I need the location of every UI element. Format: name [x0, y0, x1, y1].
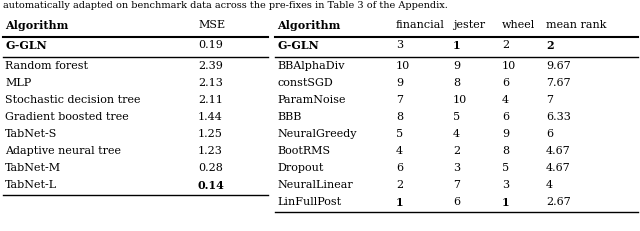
Text: MLP: MLP: [5, 78, 31, 88]
Text: Algorithm: Algorithm: [277, 20, 340, 31]
Text: 0.28: 0.28: [198, 163, 223, 173]
Text: Random forest: Random forest: [5, 61, 88, 71]
Text: 8: 8: [396, 112, 403, 122]
Text: 2: 2: [546, 40, 554, 51]
Text: Adaptive neural tree: Adaptive neural tree: [5, 146, 121, 156]
Text: automatically adapted on benchmark data across the pre-fixes in Table 3 of the A: automatically adapted on benchmark data …: [3, 1, 448, 10]
Text: Gradient boosted tree: Gradient boosted tree: [5, 112, 129, 122]
Text: NeuralGreedy: NeuralGreedy: [277, 129, 356, 139]
Text: 1: 1: [453, 40, 461, 51]
Text: 1.44: 1.44: [198, 112, 223, 122]
Text: 7.67: 7.67: [546, 78, 571, 88]
Text: 2: 2: [453, 146, 460, 156]
Text: 2.13: 2.13: [198, 78, 223, 88]
Text: 3: 3: [453, 163, 460, 173]
Text: 7: 7: [546, 95, 553, 105]
Text: LinFullPost: LinFullPost: [277, 197, 341, 207]
Text: jester: jester: [453, 20, 485, 30]
Text: 4: 4: [546, 180, 553, 190]
Text: 6: 6: [502, 78, 509, 88]
Text: BootRMS: BootRMS: [277, 146, 330, 156]
Text: 1.25: 1.25: [198, 129, 223, 139]
Text: 6: 6: [502, 112, 509, 122]
Text: 0.14: 0.14: [198, 180, 225, 191]
Text: 1.23: 1.23: [198, 146, 223, 156]
Text: 2.39: 2.39: [198, 61, 223, 71]
Text: wheel: wheel: [502, 20, 535, 30]
Text: 6: 6: [453, 197, 460, 207]
Text: 9: 9: [502, 129, 509, 139]
Text: 4.67: 4.67: [546, 163, 571, 173]
Text: 7: 7: [453, 180, 460, 190]
Text: constSGD: constSGD: [277, 78, 333, 88]
Text: 4: 4: [396, 146, 403, 156]
Text: 2: 2: [502, 40, 509, 50]
Text: Stochastic decision tree: Stochastic decision tree: [5, 95, 141, 105]
Text: 4: 4: [502, 95, 509, 105]
Text: 10: 10: [453, 95, 467, 105]
Text: G-GLN: G-GLN: [5, 40, 47, 51]
Text: 8: 8: [453, 78, 460, 88]
Text: 0.19: 0.19: [198, 40, 223, 50]
Text: 6: 6: [396, 163, 403, 173]
Text: 4.67: 4.67: [546, 146, 571, 156]
Text: Dropout: Dropout: [277, 163, 323, 173]
Text: 6.33: 6.33: [546, 112, 571, 122]
Text: 5: 5: [453, 112, 460, 122]
Text: mean rank: mean rank: [546, 20, 607, 30]
Text: G-GLN: G-GLN: [277, 40, 319, 51]
Text: ParamNoise: ParamNoise: [277, 95, 346, 105]
Text: 5: 5: [502, 163, 509, 173]
Text: 7: 7: [396, 95, 403, 105]
Text: TabNet-L: TabNet-L: [5, 180, 57, 190]
Text: 9.67: 9.67: [546, 61, 571, 71]
Text: BBB: BBB: [277, 112, 301, 122]
Text: TabNet-S: TabNet-S: [5, 129, 58, 139]
Text: 2.67: 2.67: [546, 197, 571, 207]
Text: 9: 9: [396, 78, 403, 88]
Text: 5: 5: [396, 129, 403, 139]
Text: 10: 10: [502, 61, 516, 71]
Text: 2: 2: [396, 180, 403, 190]
Text: MSE: MSE: [198, 20, 225, 30]
Text: 6: 6: [546, 129, 553, 139]
Text: 9: 9: [453, 61, 460, 71]
Text: BBAlphaDiv: BBAlphaDiv: [277, 61, 344, 71]
Text: 1: 1: [396, 197, 404, 208]
Text: 8: 8: [502, 146, 509, 156]
Text: 3: 3: [396, 40, 403, 50]
Text: NeuralLinear: NeuralLinear: [277, 180, 353, 190]
Text: TabNet-M: TabNet-M: [5, 163, 61, 173]
Text: 2.11: 2.11: [198, 95, 223, 105]
Text: 4: 4: [453, 129, 460, 139]
Text: 1: 1: [502, 197, 509, 208]
Text: 10: 10: [396, 61, 410, 71]
Text: 3: 3: [502, 180, 509, 190]
Text: Algorithm: Algorithm: [5, 20, 68, 31]
Text: financial: financial: [396, 20, 445, 30]
